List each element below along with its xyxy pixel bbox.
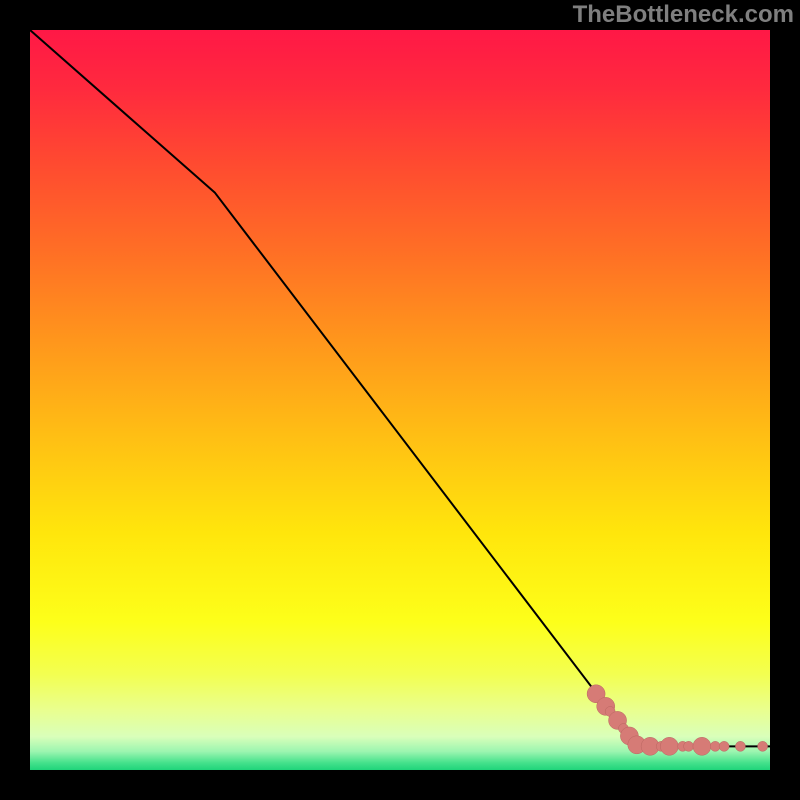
chart-overlay — [30, 30, 770, 770]
chart-container: { "canvas": { "width": 800, "height": 80… — [0, 0, 800, 800]
marker-point — [719, 741, 729, 751]
marker-point — [660, 737, 678, 755]
watermark-text: TheBottleneck.com — [573, 1, 794, 29]
marker-point — [684, 741, 694, 751]
marker-point — [710, 741, 720, 751]
marker-group — [587, 685, 768, 756]
curve-line — [30, 30, 770, 746]
marker-point — [735, 741, 745, 751]
plot-area — [30, 30, 770, 770]
marker-point — [758, 741, 768, 751]
marker-point — [693, 737, 711, 755]
